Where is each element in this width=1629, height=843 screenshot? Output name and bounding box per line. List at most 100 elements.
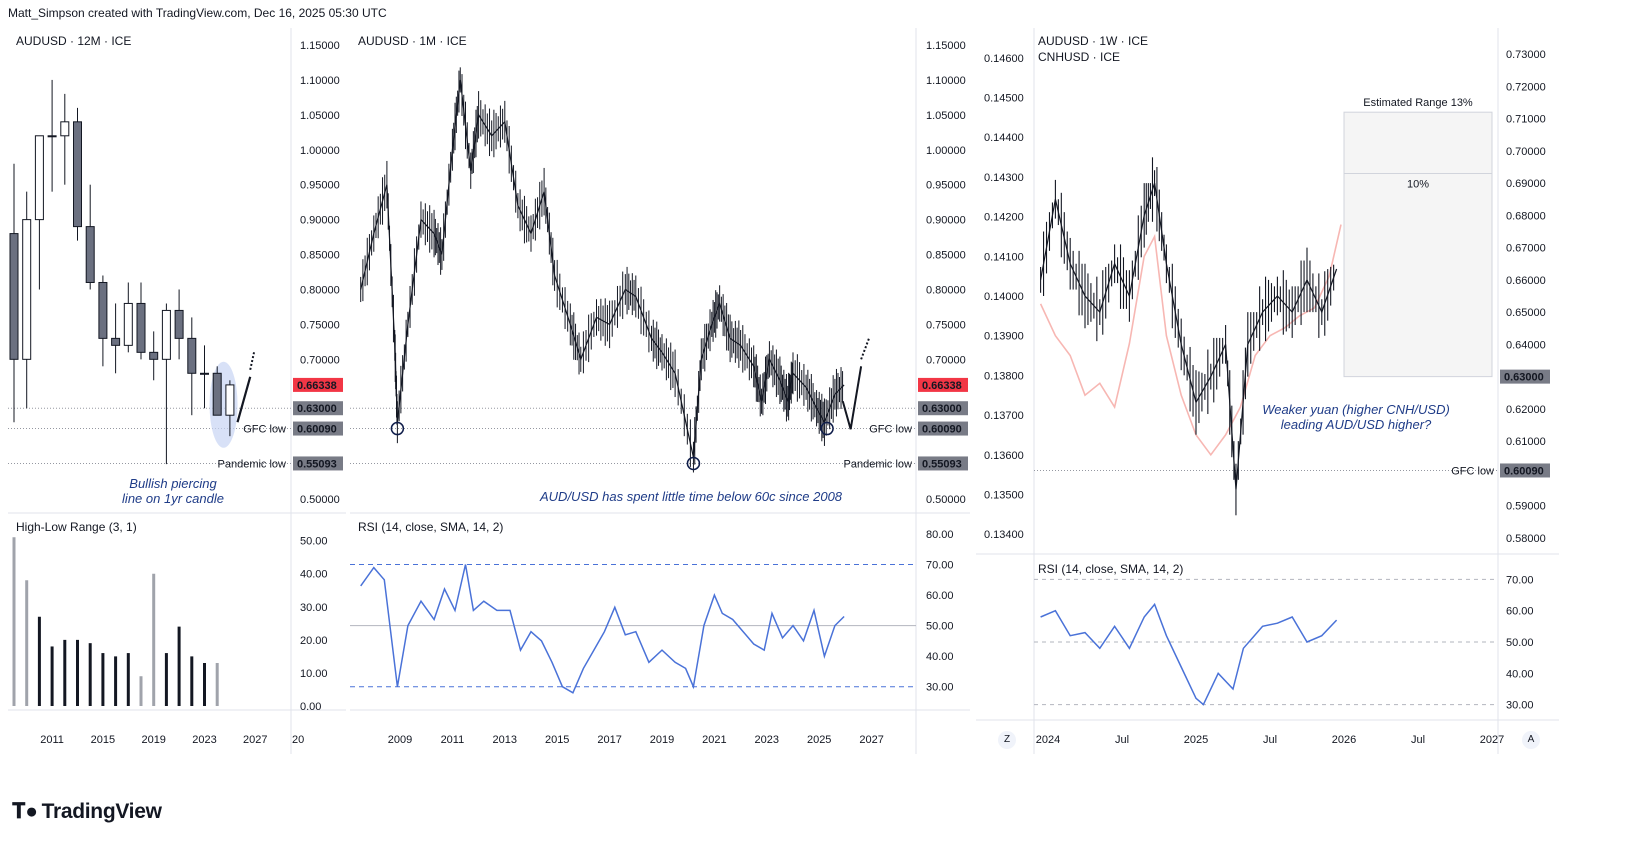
yearly-candle-body (200, 372, 209, 375)
yearly-y-tick-label: 1.10000 (300, 75, 340, 87)
yearly-sub-y-tick: 30.00 (300, 602, 328, 614)
yearly-y-tick-label: 0.80000 (300, 284, 340, 296)
auto-scale-button-left[interactable]: Z (998, 731, 1016, 749)
weekly-left-y-tick: 0.14300 (984, 172, 1024, 184)
weekly-left-y-tick: 0.14500 (984, 93, 1024, 105)
weekly-right-y-tick: 0.59000 (1506, 501, 1546, 513)
yearly-sub-y-tick: 20.00 (300, 635, 328, 647)
weekly-left-y-tick: 0.14000 (984, 291, 1024, 303)
weekly-left-y-tick: 0.13400 (984, 529, 1024, 541)
panel-yearly[interactable]: 1.15000 1.10000 1.05000 1.00000 0.95000 0.900… (8, 28, 346, 754)
weekly-x-tick-label: 2027 (1480, 734, 1504, 746)
yearly-y-tick-label: 1.00000 (300, 145, 340, 157)
weekly-left-y-tick: 0.14600 (984, 53, 1024, 65)
yearly-y-tick-label: 0.50000 (300, 494, 340, 506)
yearly-arrow-dotted (249, 352, 256, 371)
weekly-x-tick-label: 2025 (1184, 734, 1208, 746)
weekly-annotation: Weaker yuan (higher CNH/USD) leading AUD… (1256, 402, 1456, 432)
yearly-candle-body (47, 135, 57, 138)
weekly-right-y-tick: 0.69000 (1506, 178, 1546, 190)
monthly-level-label: Pandemic low (844, 458, 913, 470)
tradingview-brand-name: TradingView (41, 800, 162, 823)
monthly-annotation: AUD/USD has spent little time below 60c … (540, 489, 843, 504)
weekly-rsi-y-tick: 60.00 (1506, 606, 1534, 618)
yearly-arrow (236, 376, 252, 423)
weekly-left-y-tick: 0.13800 (984, 370, 1024, 382)
yearly-x-tick-label: 2011 (40, 734, 64, 746)
weekly-rsi-y-tick: 30.00 (1506, 700, 1534, 712)
weekly-left-y-tick: 0.13500 (984, 489, 1024, 501)
yearly-candle-body (149, 351, 159, 360)
weekly-left-y-tick: 0.14200 (984, 212, 1024, 224)
weekly-chart-svg[interactable]: 0.14600 0.14500 0.14400 0.14300 0.14200 0.141… (976, 28, 1559, 754)
monthly-arrow (841, 366, 863, 430)
yearly-candle-body (123, 302, 133, 346)
yearly-level-label: GFC low (243, 424, 286, 436)
yearly-sub-y-tick: 10.00 (300, 668, 328, 680)
yearly-price-badge-label: 0.66338 (297, 380, 337, 392)
weekly-rsi-y-tick: 50.00 (1506, 637, 1534, 649)
panel-monthly[interactable]: 1.15000 1.10000 1.05000 1.00000 0.95000 0.900… (350, 28, 970, 754)
monthly-rsi-y-tick: 50.00 (926, 621, 954, 633)
monthly-y-tick-label: 0.75000 (926, 319, 966, 331)
weekly-left-y-tick: 0.14400 (984, 132, 1024, 144)
yearly-candle-body (34, 135, 44, 221)
weekly-right-y-tick: 0.61000 (1506, 436, 1546, 448)
panel-weekly[interactable]: 0.14600 0.14500 0.14400 0.14300 0.14200 0.141… (976, 28, 1559, 754)
monthly-low-circle (390, 421, 405, 436)
yearly-candle-body (212, 372, 222, 416)
weekly-annotation-line2: leading AUD/USD higher? (1280, 417, 1432, 432)
monthly-rsi-y-tick: 30.00 (926, 682, 954, 694)
monthly-price-badge-label: 0.63000 (922, 403, 962, 415)
yearly-candle-body (111, 337, 121, 346)
monthly-x-tick-label: 2027 (859, 734, 883, 746)
tradingview-brand[interactable]: 𝐓● TradingView (12, 800, 162, 824)
monthly-x-tick-label: 2017 (597, 734, 621, 746)
weekly-x-tick-label: Jul (1115, 734, 1129, 746)
yearly-annotation-line2: line on 1yr candle (122, 491, 224, 506)
weekly-subchart-title: RSI (14, close, SMA, 14, 2) (1038, 562, 1184, 576)
weekly-rsi-y-tick: 70.00 (1506, 574, 1534, 586)
yearly-annotation: Bullish piercing line on 1yr candle (108, 476, 238, 506)
monthly-y-tick-label: 0.90000 (926, 215, 966, 227)
weekly-price-badge-label: 0.60090 (1504, 465, 1544, 477)
yearly-candle-body (174, 309, 184, 339)
weekly-left-y-tick: 0.13900 (984, 331, 1024, 343)
weekly-right-y-tick: 0.64000 (1506, 339, 1546, 351)
weekly-x-tick-label: 2024 (1036, 734, 1060, 746)
yearly-y-tick-label: 0.70000 (300, 354, 340, 366)
yearly-candle-body (225, 384, 235, 416)
yearly-price-badge-label: 0.63000 (297, 403, 337, 415)
yearly-price-badge (293, 456, 343, 471)
weekly-right-y-tick: 0.68000 (1506, 210, 1546, 222)
yearly-candle-body (136, 302, 146, 353)
monthly-x-tick-label: 2015 (545, 734, 569, 746)
chart-credit: Matt_Simpson created with TradingView.co… (8, 6, 387, 20)
auto-scale-button-right[interactable]: A (1522, 731, 1540, 749)
monthly-y-tick-label: 0.70000 (926, 354, 966, 366)
yearly-x-tick-label: 2027 (243, 734, 267, 746)
yearly-chart-svg[interactable]: 1.15000 1.10000 1.05000 1.00000 0.95000 0.900… (8, 28, 346, 754)
monthly-price-badge-label: 0.60090 (922, 424, 962, 436)
weekly-left-y-tick: 0.14100 (984, 251, 1024, 263)
monthly-y-tick-label: 1.10000 (926, 75, 966, 87)
monthly-x-tick-label: 2009 (388, 734, 412, 746)
yearly-y-tick-label: 1.05000 (300, 110, 340, 122)
monthly-chart-svg[interactable]: 1.15000 1.10000 1.05000 1.00000 0.95000 0.900… (350, 28, 970, 754)
weekly-x-tick-label: Jul (1411, 734, 1425, 746)
monthly-low-circle (686, 456, 701, 471)
yearly-y-tick-label: 0.95000 (300, 180, 340, 192)
weekly-right-y-tick: 0.67000 (1506, 243, 1546, 255)
monthly-y-tick-label: 0.85000 (926, 250, 966, 262)
yearly-price-badge (293, 421, 343, 436)
weekly-price-badge (1500, 463, 1550, 478)
yearly-candle-body (60, 121, 70, 137)
yearly-x-tick-label: 2015 (91, 734, 115, 746)
monthly-low-circle (820, 421, 834, 436)
weekly-right-y-tick: 0.73000 (1506, 49, 1546, 61)
monthly-y-tick-label: 1.00000 (926, 145, 966, 157)
weekly-price-badge-label: 0.63000 (1504, 372, 1544, 384)
yearly-x-tick-label: 2019 (141, 734, 165, 746)
yearly-price-badge-label: 0.60090 (297, 424, 337, 436)
monthly-rsi-y-tick: 70.00 (926, 560, 954, 572)
